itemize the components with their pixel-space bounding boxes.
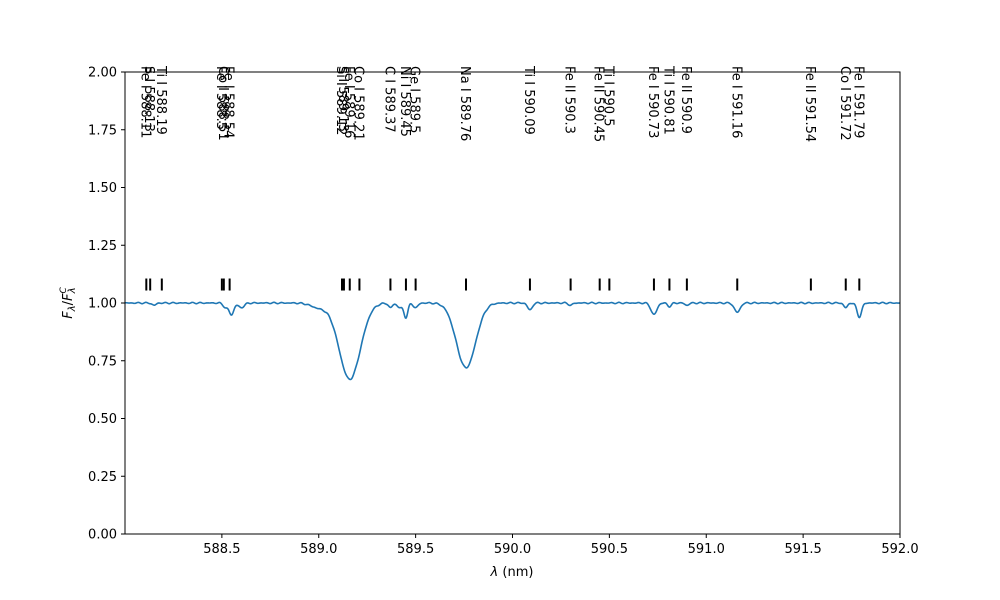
line-marker-label: Fe I 588.11 — [137, 66, 152, 138]
line-marker-label: Na I 589.76 — [457, 66, 472, 141]
x-tick-label: 590.0 — [494, 542, 531, 557]
line-marker-label: Fe I 589.16 — [341, 66, 356, 138]
axes: 588.5 589.0 589.5 590.0 590.5 591.0 591.5 592.0… — [88, 66, 919, 558]
line-marker-label: Si I 589.12 — [333, 66, 348, 135]
y-axis-label: Fλ/FCλ — [59, 287, 78, 319]
y-tick-label: 0.00 — [88, 528, 117, 543]
x-tick-label: 589.5 — [397, 542, 434, 557]
line-marker-label: C I 589.37 — [381, 66, 396, 133]
line-marker-label: Fe I 588.54 — [221, 66, 236, 138]
line-marker-label: Fe I 591.16 — [728, 66, 743, 138]
line-marker-label: Ti I 590.09 — [521, 65, 536, 135]
line-marker-label: Ti I 590.5 — [600, 65, 615, 126]
line-marker-label: Fe I 591.79 — [850, 66, 865, 138]
x-tick-label: 588.5 — [203, 542, 240, 557]
line-marker-label: Co I 591.72 — [837, 66, 852, 141]
line-marker-label: Ge I 589.5 — [407, 66, 422, 133]
line-marker-label: Ni I 589.45 — [397, 66, 412, 137]
line-marker-label: Fe I 590.73 — [645, 66, 660, 138]
y-tick-label: 0.25 — [88, 470, 117, 485]
x-tick-label: 591.0 — [688, 542, 725, 557]
y-tick-label: 1.00 — [88, 297, 117, 312]
line-marker-label: S I 588.13 — [141, 66, 156, 132]
line-marker-label: Ti I 588.19 — [153, 65, 168, 135]
line-marker-label: Fe II 591.54 — [802, 66, 817, 142]
line-marker-label: S I 589.13 — [335, 66, 350, 132]
y-tick-label: 1.50 — [88, 181, 117, 196]
line-marker-label: Co I 589.21 — [350, 66, 365, 141]
x-tick-label: 589.0 — [300, 542, 337, 557]
y-tick-label: 1.75 — [88, 123, 117, 138]
line-marker-label: Fe II 590.9 — [678, 66, 693, 134]
x-tick-label: 591.5 — [785, 542, 822, 557]
x-tick-label: 590.5 — [591, 542, 628, 557]
line-marker-label: Ti I 590.81 — [660, 65, 675, 135]
y-tick-label: 2.00 — [88, 66, 117, 81]
y-tick-label: 1.25 — [88, 239, 117, 254]
spectrum-line — [124, 301, 901, 381]
line-marker-label: Fe II 590.45 — [591, 66, 606, 142]
y-tick-label: 0.50 — [88, 412, 117, 427]
plot-area — [124, 301, 901, 381]
line-marker-label: Co I 588.51 — [215, 66, 230, 141]
y-tick-label: 0.75 — [88, 354, 117, 369]
line-marker-label: Fe II 590.3 — [562, 66, 577, 134]
x-axis-label: λ (nm) — [490, 565, 534, 580]
line-marker-label: Fe I 588.5 — [213, 66, 228, 130]
x-tick-label: 592.0 — [881, 542, 918, 557]
